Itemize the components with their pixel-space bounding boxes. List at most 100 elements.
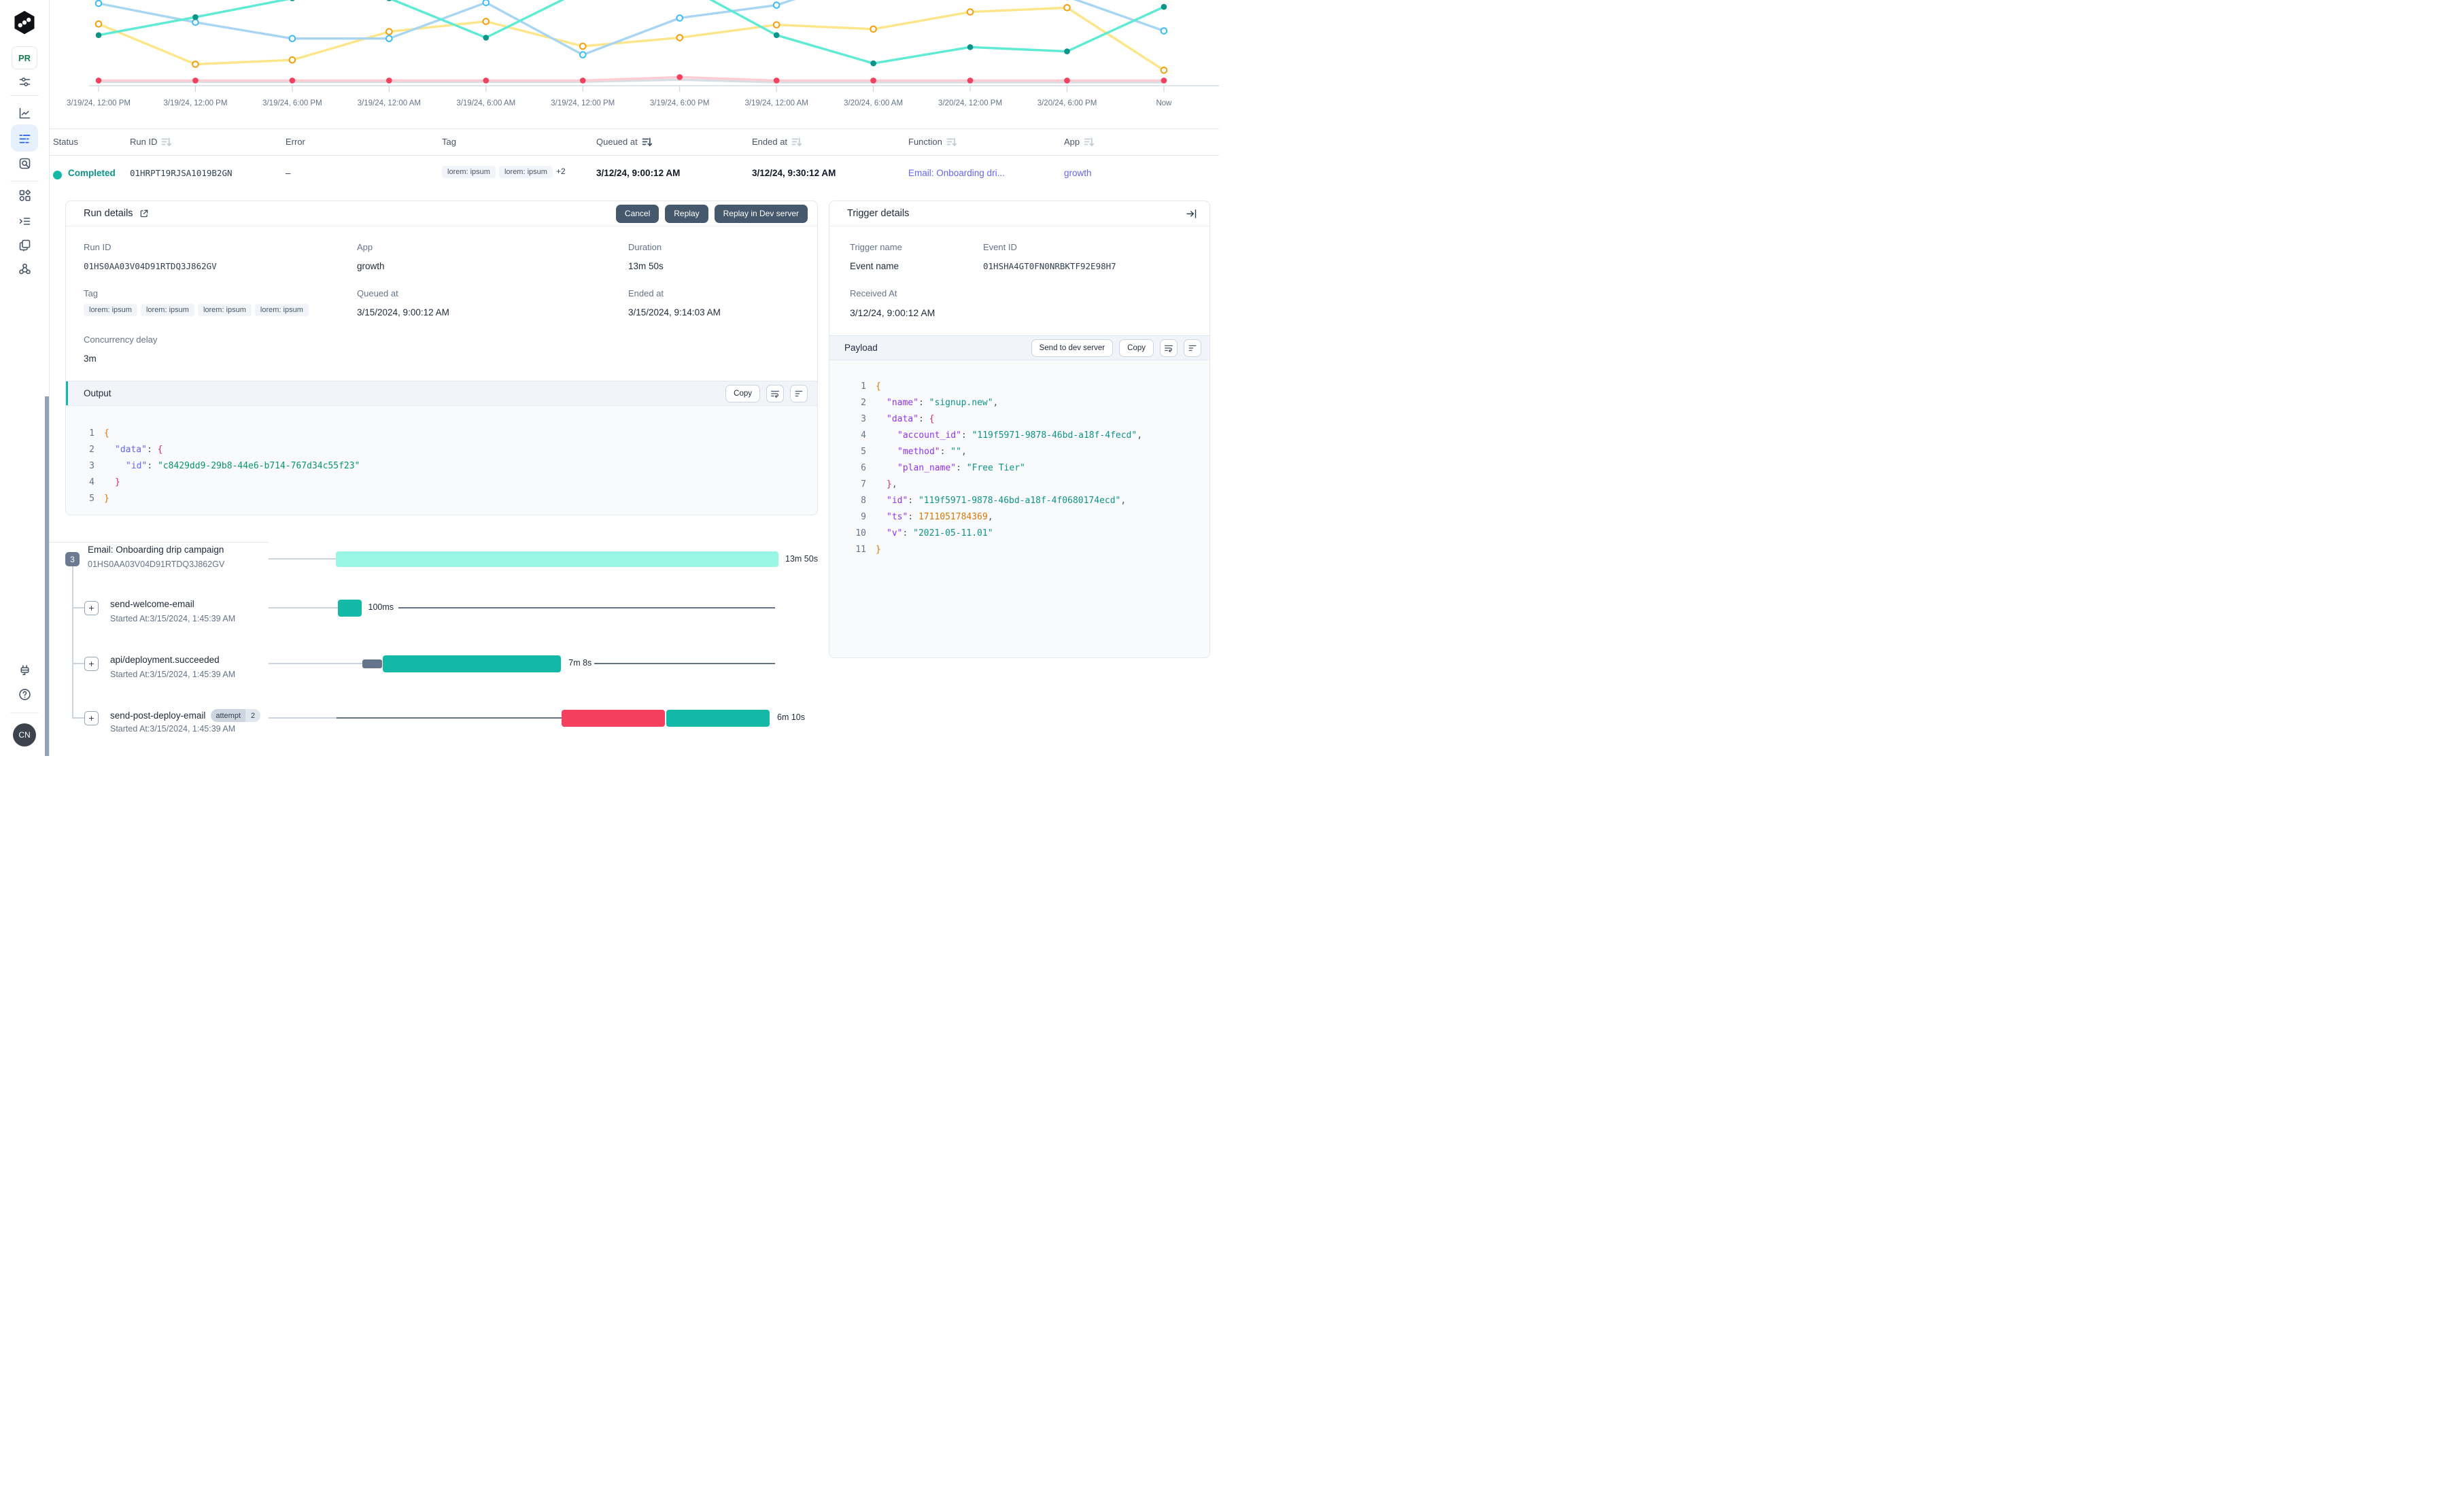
line-chart: 3/19/24, 12:00 PM 3/19/24, 12:00 PM 3/19/2… [67, 0, 1219, 107]
column-label: Ended at [752, 137, 788, 147]
sort-icon[interactable] [1084, 137, 1095, 147]
webhook-icon[interactable] [11, 255, 38, 282]
event-id-label: Event ID [983, 242, 1017, 252]
sidebar-divider [10, 181, 39, 182]
chart-icon[interactable] [11, 99, 38, 126]
queued-at-label: Queued at [357, 288, 398, 298]
received-at-label: Received At [850, 288, 897, 298]
tree-line [72, 717, 84, 719]
column-header-tag: Tag [442, 137, 456, 147]
trace-root-run-id: 01HS0AA03V04D91RTDQ3J862GV [88, 560, 225, 569]
code-line: 5} [82, 490, 817, 506]
terminal-icon[interactable] [11, 207, 38, 235]
line-number: 1 [861, 381, 866, 392]
wrap-text-icon[interactable] [1160, 339, 1178, 357]
sort-icon[interactable] [946, 137, 957, 147]
replay-dev-server-button[interactable]: Replay in Dev server [714, 204, 808, 223]
run-details-title: Run details [84, 208, 149, 219]
column-header-error: Error [286, 137, 305, 147]
sort-icon[interactable] [642, 137, 652, 147]
received-at-value: 3/12/24, 9:00:12 AM [850, 307, 935, 318]
event-id-value: 01HSHA4GT0FN0NRBKTF92E98H7 [983, 261, 1116, 271]
line-number: 4 [861, 430, 866, 441]
expand-step-button[interactable]: + [84, 601, 99, 615]
wrap-text-icon[interactable] [766, 384, 784, 402]
column-header-ended-at[interactable]: Ended at [752, 137, 802, 147]
column-header-queued-at[interactable]: Queued at [596, 137, 652, 147]
column-label: Status [53, 137, 78, 147]
column-header-app[interactable]: App [1064, 137, 1095, 147]
code-line: 2 "name": "signup.new", [850, 394, 1209, 411]
app-link[interactable]: growth [1064, 168, 1092, 178]
payload-title: Payload [844, 343, 878, 353]
help-icon[interactable] [11, 681, 38, 708]
step-name[interactable]: api/deployment.succeeded [110, 655, 220, 665]
step-started-at: Started At:3/15/2024, 1:45:39 AM [110, 670, 236, 679]
output-code-block: 1{2 "data": {3 "id": "c8429dd9-29b8-44e6-b… [66, 406, 817, 515]
tag-chips: lorem: ipsum lorem: ipsum lorem: ipsum lore… [84, 304, 312, 316]
align-left-icon[interactable] [1184, 339, 1201, 357]
step-0-line-dark [398, 607, 775, 608]
error-cell: – [286, 168, 291, 178]
workspace-badge[interactable]: PR [12, 46, 37, 69]
run-id-label: Run ID [84, 242, 111, 252]
step-2-bar-red[interactable] [562, 709, 665, 727]
trigger-name-value: Event name [850, 261, 899, 271]
concurrency-delay-label: Concurrency delay [84, 334, 158, 345]
sort-icon[interactable] [791, 137, 802, 147]
app-window: PR CN [0, 0, 1219, 756]
output-copy-button[interactable]: Copy [725, 384, 760, 402]
step-name[interactable]: send-welcome-email [110, 599, 194, 609]
sliders-icon[interactable] [11, 68, 38, 95]
tag-chip: lorem: ipsum [140, 304, 194, 316]
line-number: 4 [89, 477, 95, 487]
step-1-bar-gray[interactable] [362, 659, 382, 668]
code-line: 9 "ts": 1711051784369, [850, 509, 1209, 525]
inngest-logo-icon[interactable] [14, 10, 36, 35]
main-content: 3/19/24, 12:00 PM 3/19/24, 12:00 PM 3/19/2… [50, 0, 1219, 756]
pages-icon[interactable] [11, 231, 38, 258]
step-2-bar-teal[interactable] [666, 709, 770, 727]
send-to-dev-server-button[interactable]: Send to dev server [1031, 339, 1114, 357]
line-number: 8 [861, 495, 866, 506]
apps-icon[interactable] [11, 182, 38, 209]
step-started-at: Started At:3/15/2024, 1:45:39 AM [110, 724, 236, 734]
column-label: Error [286, 137, 305, 147]
duration-label: Duration [628, 242, 662, 252]
collapse-panel-icon[interactable] [1186, 208, 1197, 220]
x-axis-tick-label: 3/19/24, 6:00 PM [262, 99, 322, 107]
search-doc-icon[interactable] [11, 150, 38, 177]
output-title: Output [84, 388, 111, 398]
sidebar-divider [10, 95, 39, 96]
table-row[interactable]: Completed 01HRPT19RJSA1019B2GN – lorem: … [50, 156, 1219, 194]
external-link-icon[interactable] [139, 209, 149, 218]
tag-chip: lorem: ipsum [84, 304, 137, 316]
code-line: 7}, [850, 476, 1209, 492]
replay-button[interactable]: Replay [665, 204, 708, 223]
column-header-function[interactable]: Function [908, 137, 957, 147]
trace-root-bar-mint[interactable] [336, 551, 778, 567]
output-accent [66, 381, 68, 405]
trace-root-name[interactable]: Email: Onboarding drip campaign [88, 545, 224, 555]
runs-icon[interactable] [11, 124, 38, 152]
cancel-button[interactable]: Cancel [615, 204, 659, 223]
drawer-scrollbar[interactable] [45, 396, 49, 756]
function-link[interactable]: Email: Onboarding dri... [908, 168, 1005, 178]
code-line: 8 "id": "119f5971-9878-46bd-a18f-4f068017… [850, 492, 1209, 509]
user-avatar[interactable]: CN [13, 723, 36, 746]
align-left-icon[interactable] [790, 384, 808, 402]
column-header-run-id[interactable]: Run ID [130, 137, 172, 147]
trace-root-duration: 13m 50s [785, 554, 818, 564]
column-header-status: Status [53, 137, 78, 147]
expand-step-button[interactable]: + [84, 711, 99, 725]
step-name[interactable]: send-post-deploy-email attempt 2 [110, 709, 261, 722]
app-value-link[interactable]: growth [357, 261, 385, 271]
expand-step-button[interactable]: + [84, 657, 99, 671]
payload-copy-button[interactable]: Copy [1119, 339, 1154, 357]
plug-icon[interactable] [11, 657, 38, 684]
x-axis-tick-label: 3/20/24, 6:00 PM [1037, 99, 1097, 107]
step-1-line-light [269, 663, 362, 664]
step-0-bar-teal[interactable] [338, 599, 362, 617]
step-1-bar-teal[interactable] [383, 655, 561, 672]
sort-icon[interactable] [161, 137, 172, 147]
